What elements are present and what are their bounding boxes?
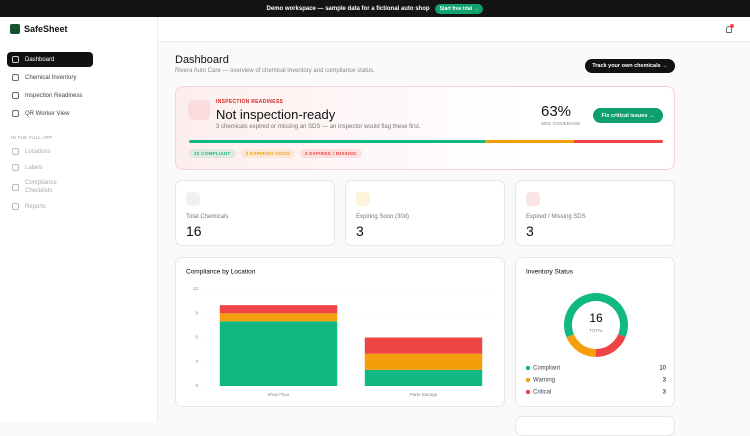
nav-label: Labels [25, 164, 43, 171]
status-pill: 3 EXPIRING SOON [240, 149, 295, 158]
coverage-label: SDS COVERAGE [541, 121, 581, 126]
nav-label: Compliance Checklists [25, 180, 57, 194]
legend-dot [525, 377, 531, 383]
status-card: Inventory Status 16 TOTAL Compliant 10 War… [515, 257, 675, 407]
nav-label: Inspection Readiness [25, 92, 83, 99]
donut-segment [566, 334, 596, 357]
stat-value: 3 [356, 223, 364, 239]
locked-item[interactable]: Labels [7, 160, 93, 175]
y-tick-label: 6 [195, 335, 198, 340]
nav-label: Locations [25, 148, 51, 155]
brand: SafeSheet [24, 24, 68, 34]
y-tick-label: 3 [195, 359, 198, 364]
page-subtitle: Rivera Auto Care — overview of chemical … [175, 68, 375, 74]
legend-dot [525, 365, 531, 371]
donut-center-label: TOTAL [589, 328, 604, 333]
readiness-description: 3 chemicals expired or missing an SDS — … [216, 124, 421, 130]
legend-value: 10 [659, 366, 666, 372]
logo-icon [10, 24, 20, 34]
legend-value: 3 [663, 390, 667, 396]
chart-title: Compliance by Location [186, 269, 256, 276]
y-tick-label: 0 [195, 383, 198, 388]
legend-dot [525, 389, 531, 395]
nav-item[interactable]: Dashboard [7, 52, 93, 67]
bar-segment [219, 313, 338, 322]
bar-segment [219, 321, 338, 386]
readiness-label: INSPECTION READINESS [216, 99, 284, 105]
locked-item[interactable]: Locations [7, 144, 93, 159]
donut-center-value: 16 [589, 311, 603, 325]
locked-item[interactable]: Compliance Checklists [7, 177, 93, 197]
bar-segment [219, 305, 338, 314]
fix-button[interactable]: Fix critical issues → [593, 108, 663, 123]
readiness-title: Not inspection-ready [216, 107, 336, 122]
bar-segment [364, 353, 483, 370]
legend-label: Critical [533, 390, 551, 396]
status-pills: 10 COMPLIANT 3 EXPIRING SOON 3 EXPIRED / M… [189, 149, 362, 158]
stat-value: 3 [526, 223, 534, 239]
stat-label: Total Chemicals [186, 214, 229, 220]
stat-value: 16 [186, 223, 202, 239]
y-tick-label: 9 [195, 310, 198, 315]
notification-dot [730, 24, 734, 28]
nav-item[interactable]: Inspection Readiness [7, 88, 93, 103]
stat-icon [356, 192, 370, 206]
section-label: IN THE FULL APP [11, 135, 53, 140]
legend-label: Compliant [533, 366, 560, 372]
status-pill: 3 EXPIRED / MISSING [299, 149, 362, 158]
nav-label: QR Worker View [25, 110, 70, 117]
nav-item[interactable]: QR Worker View [7, 106, 93, 121]
bar-segment [364, 369, 483, 386]
donut-segment [596, 334, 626, 357]
status-pill: 10 COMPLIANT [189, 149, 236, 158]
stat-icon [186, 192, 200, 206]
partial-card [515, 416, 675, 436]
alert-icon [188, 100, 210, 120]
coverage-value: 63% [541, 103, 572, 120]
nav-label: Dashboard [25, 56, 55, 63]
locked-item[interactable]: Reports [7, 199, 93, 214]
stat-card: Total Chemicals 16 [175, 180, 335, 246]
stat-card: Expiring Soon (30d) 3 [345, 180, 505, 246]
chart-title: Inventory Status [526, 269, 574, 276]
stat-label: Expired / Missing SDS [526, 214, 586, 220]
nav-label: Reports [25, 203, 47, 210]
track-button[interactable]: Track your own chemicals → [585, 59, 675, 73]
bar-segment [364, 337, 483, 354]
progress-bar [189, 140, 663, 143]
start-trial-button[interactable]: Start free trial → [434, 3, 484, 14]
stat-label: Expiring Soon (30d) [356, 214, 410, 220]
progress-segment [189, 140, 486, 143]
bar-chart: Compliance by Location 0 3 6 9 12 Shop Floor P… [186, 269, 496, 397]
bell-icon[interactable] [726, 26, 732, 33]
demo-banner: Demo workspace — sample data for a ficti… [0, 0, 750, 17]
nav-item[interactable]: Chemical Inventory [7, 70, 93, 85]
banner-text: Demo workspace — sample data for a ficti… [266, 5, 430, 12]
donut-segment [564, 293, 628, 338]
nav-label: Chemical Inventory [25, 74, 77, 81]
readiness-card: INSPECTION READINESS Not inspection-read… [175, 86, 675, 170]
x-tick-label: Shop Floor [267, 392, 290, 397]
stat-card: Expired / Missing SDS 3 [515, 180, 675, 246]
location-chart-card: Compliance by Location 0 3 6 9 12 Shop Floor P… [175, 257, 505, 407]
x-tick-label: Parts Storage [410, 392, 438, 397]
legend-value: 3 [663, 378, 667, 384]
top-bar [158, 17, 750, 42]
progress-segment [574, 140, 663, 143]
page-title: Dashboard [175, 54, 229, 66]
sidebar: SafeSheet Dashboard Chemical Inventory I… [0, 17, 158, 422]
progress-segment [485, 140, 575, 143]
donut-chart: Inventory Status 16 TOTAL Compliant 10 War… [525, 269, 667, 396]
legend-label: Warning [533, 378, 555, 384]
stat-icon [526, 192, 540, 206]
y-tick-label: 12 [193, 286, 199, 291]
